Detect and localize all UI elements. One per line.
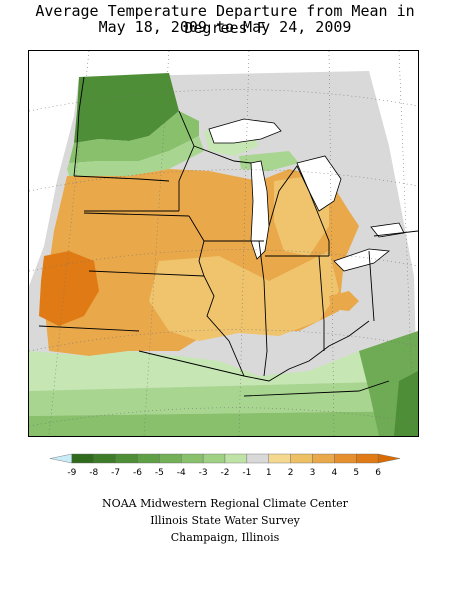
legend-tick-label: 1 [266,468,272,478]
legend-swatch [246,453,269,464]
region-south-light-green [29,381,418,416]
legend-tick-label: 5 [353,468,359,478]
credit-line-1: NOAA Midwestern Regional Climate Center [102,497,348,510]
border-il-in [258,240,268,377]
border-ia-south [88,270,205,277]
credit-line-3: Champaign, Illinois [170,531,280,544]
legend-swatch [49,453,73,464]
legend-tick-label: -9 [67,468,76,478]
legend-swatch [115,453,138,464]
lake-erie [333,248,391,272]
legend-tick-label: 4 [332,468,338,478]
region-nebraska-deep-orange [39,251,99,326]
legend-tick-label: -6 [133,468,142,478]
legend-swatch [268,453,291,464]
legend-swatch [202,453,226,464]
border-ny [373,230,418,237]
lake-michigan [250,160,270,260]
lake-superior [208,118,282,144]
credit-line-2: Illinois State Water Survey [150,514,300,527]
border-ia-north [83,212,190,217]
legend-swatch [71,453,94,464]
region-south-pale-green [29,331,418,391]
region-south-mid-green [29,411,418,436]
legend-swatch [137,453,160,464]
border-ky-tn [243,380,390,397]
map-canvas [29,51,418,436]
legend-tick-label: -7 [111,468,120,478]
border-wi-mi-up [193,145,252,164]
border-sd-north [73,175,170,182]
border-ia-il-river [188,215,245,377]
region-north-mid-green [69,111,199,163]
region-north-dark-green [74,73,179,143]
legend-tick-label: -8 [89,468,98,478]
temperature-departure-map [28,50,419,437]
legend-swatch [312,453,335,464]
legend-tick-label: -2 [221,468,230,478]
legend-tick-label: -5 [155,468,164,478]
region-ohio-orange-spot [329,291,359,311]
legend-swatch [224,453,248,464]
border-oh-pa [368,250,375,322]
legend-swatch [356,453,379,464]
graticule [29,51,418,436]
legend-swatch [93,453,116,464]
border-in-oh [318,255,325,351]
legend-tick-label: -3 [199,468,208,478]
map-title: Average Temperature Departure from Mean … [35,2,415,37]
legend-tick-label: 6 [375,468,381,478]
legend-swatch [334,453,357,464]
border-lower-michigan [268,165,330,256]
border-ohio-river [243,320,370,382]
region-light-orange [149,251,339,341]
region-north-light-green [67,136,204,176]
border-mn-nd [73,76,85,177]
legend-swatch [159,453,182,464]
color-legend: -9 -8 -7 -6 -5 -4 -3 -2 -1 1 2 3 4 5 6 [40,452,410,482]
legend-swatch [290,453,313,464]
border-mo-ar [138,350,245,377]
legend-tick-label: -1 [242,468,251,478]
map-date-range: May 18, 2009 to May 24, 2009 [98,18,352,36]
legend-tick-label: 2 [288,468,294,478]
legend-canvas: -9 -8 -7 -6 -5 -4 -3 -2 -1 1 2 3 4 5 6 [49,453,401,478]
legend-tick-label: 3 [310,468,316,478]
state-boundaries [38,76,418,397]
legend-tick-label: -4 [177,468,186,478]
border-mn-wi [178,110,195,211]
legend-swatch [377,453,401,464]
legend-swatch [181,453,204,464]
border-ne-ks [38,325,140,332]
